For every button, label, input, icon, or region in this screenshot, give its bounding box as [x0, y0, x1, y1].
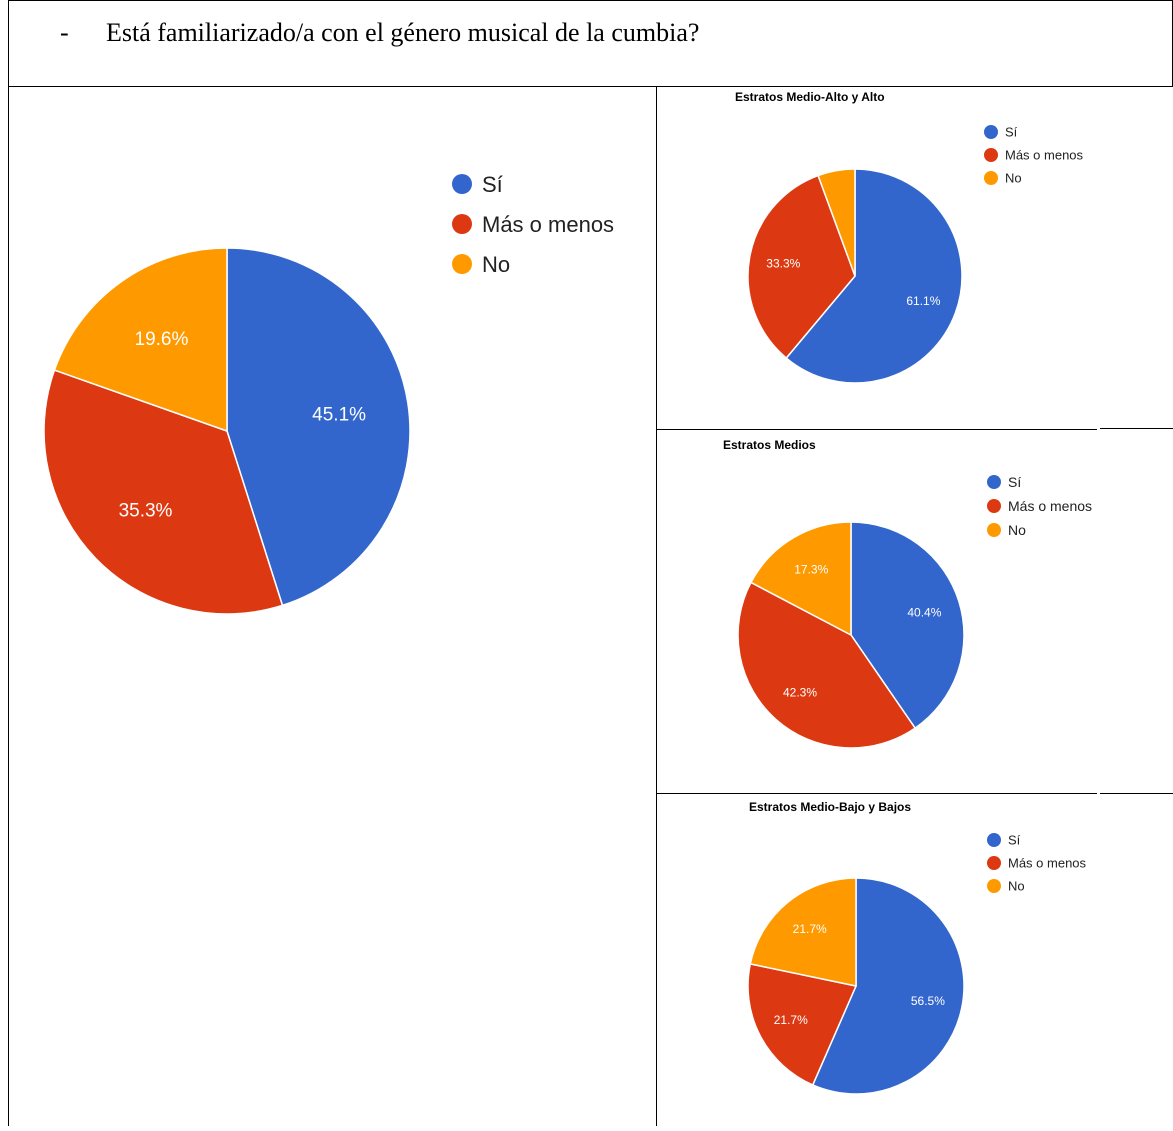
- legend-marker: [452, 254, 472, 274]
- pie-slices: [747, 877, 965, 1095]
- main-pie-chart: 45.1% 35.3% 19.6% Sí Más o menos No: [43, 172, 614, 615]
- subchart-panel-1: Estratos Medio-Alto y Alto 61.1% 33.3% Sí M…: [657, 87, 1173, 428]
- legend-marker: [452, 174, 472, 194]
- chart-title: Estratos Medio-Bajo y Bajos: [749, 800, 912, 814]
- slice-label: 61.1%: [906, 294, 940, 308]
- pie-slice-si: [811, 877, 965, 1095]
- subchart-divider-1b: [1100, 428, 1173, 429]
- pie-chart-medio-bajo: 56.5% 21.7% 21.7% Sí Más o menos No: [747, 833, 1087, 1095]
- legend-label: Más o menos: [1008, 856, 1087, 871]
- legend-marker: [987, 879, 1001, 893]
- subchart-divider-2: [657, 793, 1097, 794]
- pie-slice-mas-o-menos: [43, 369, 284, 615]
- chart-legend: Sí Más o menos No: [984, 125, 1084, 186]
- slice-label: 56.5%: [911, 994, 945, 1008]
- pie-slice-mas-o-menos: [747, 174, 856, 360]
- legend-marker: [984, 125, 998, 139]
- pie-slice-si: [850, 521, 965, 730]
- subchart-panel-2: Estratos Medios 40.4% 42.3% 17.3% Sí Más o m…: [657, 430, 1173, 792]
- legend-label: Sí: [482, 172, 503, 197]
- legend-label: No: [1005, 171, 1022, 186]
- chart-legend: Sí Más o menos No: [452, 172, 614, 277]
- pie-slices: [43, 247, 411, 615]
- slice-labels: 40.4% 42.3% 17.3%: [783, 562, 942, 699]
- chart-legend: Sí Más o menos No: [987, 474, 1092, 538]
- subchart-panel-3: Estratos Medio-Bajo y Bajos 56.5% 21.7% 21…: [657, 794, 1173, 1126]
- pie-slice-si: [226, 247, 411, 607]
- legend-label: Más o menos: [482, 212, 614, 237]
- pie-slice-no: [749, 877, 857, 987]
- slice-label: 17.3%: [794, 562, 828, 576]
- subchart-divider-2b: [1100, 793, 1173, 794]
- chart-title: Estratos Medio-Alto y Alto: [735, 90, 885, 104]
- slice-label: 35.3%: [119, 501, 173, 522]
- pie-chart-medio-alto: 61.1% 33.3% Sí Más o menos No: [747, 125, 1084, 384]
- legend-label: No: [1008, 879, 1025, 894]
- chart-title: Estratos Medios: [723, 438, 816, 452]
- slice-label: 19.6%: [135, 329, 189, 350]
- legend-label: Más o menos: [1008, 498, 1092, 514]
- legend-label: Sí: [1005, 125, 1018, 140]
- table-border-middle: [656, 86, 657, 1126]
- table-border-top: [8, 0, 1173, 1]
- pie-slice-mas-o-menos: [747, 963, 858, 1086]
- chart-legend: Sí Más o menos No: [987, 833, 1087, 894]
- slice-labels: 61.1% 33.3%: [766, 257, 940, 308]
- pie-slices: [747, 168, 963, 384]
- slice-label: 42.3%: [783, 686, 817, 700]
- slice-label: 45.1%: [312, 404, 366, 425]
- question-label: Está familiarizado/a con el género music…: [106, 18, 700, 47]
- legend-marker: [987, 475, 1001, 489]
- pie-chart-medios: 40.4% 42.3% 17.3% Sí Más o menos No: [737, 474, 1092, 749]
- question-marker: -: [60, 18, 69, 47]
- table-border-header-bottom: [8, 86, 1173, 87]
- pie-slice-mas-o-menos: [737, 581, 917, 749]
- slice-labels: 56.5% 21.7% 21.7%: [774, 922, 946, 1027]
- slice-label: 33.3%: [766, 257, 800, 271]
- legend-marker: [987, 523, 1001, 537]
- legend-marker: [984, 171, 998, 185]
- pie-slice-no: [53, 247, 228, 433]
- slice-label: 21.7%: [774, 1013, 808, 1027]
- table-border-left: [8, 0, 9, 1126]
- legend-marker: [987, 856, 1001, 870]
- pie-slice-si: [785, 168, 963, 384]
- slice-label: 21.7%: [793, 922, 827, 936]
- legend-label: Sí: [1008, 474, 1021, 490]
- slice-labels: 45.1% 35.3% 19.6%: [119, 329, 367, 522]
- subchart-divider-1: [657, 429, 1097, 430]
- legend-marker: [984, 148, 998, 162]
- legend-label: No: [1008, 522, 1026, 538]
- legend-marker: [452, 214, 472, 234]
- slice-label: 40.4%: [907, 605, 941, 619]
- pie-slice-no: [817, 168, 856, 277]
- legend-marker: [987, 499, 1001, 513]
- pie-slice-no: [749, 521, 852, 637]
- question-text: - Está familiarizado/a con el género musi…: [60, 18, 699, 48]
- legend-label: Más o menos: [1005, 148, 1084, 163]
- legend-label: No: [482, 252, 510, 277]
- main-chart-panel: 45.1% 35.3% 19.6% Sí Más o menos No: [9, 87, 656, 1126]
- pie-slices: [737, 521, 965, 749]
- legend-label: Sí: [1008, 833, 1021, 848]
- legend-marker: [987, 833, 1001, 847]
